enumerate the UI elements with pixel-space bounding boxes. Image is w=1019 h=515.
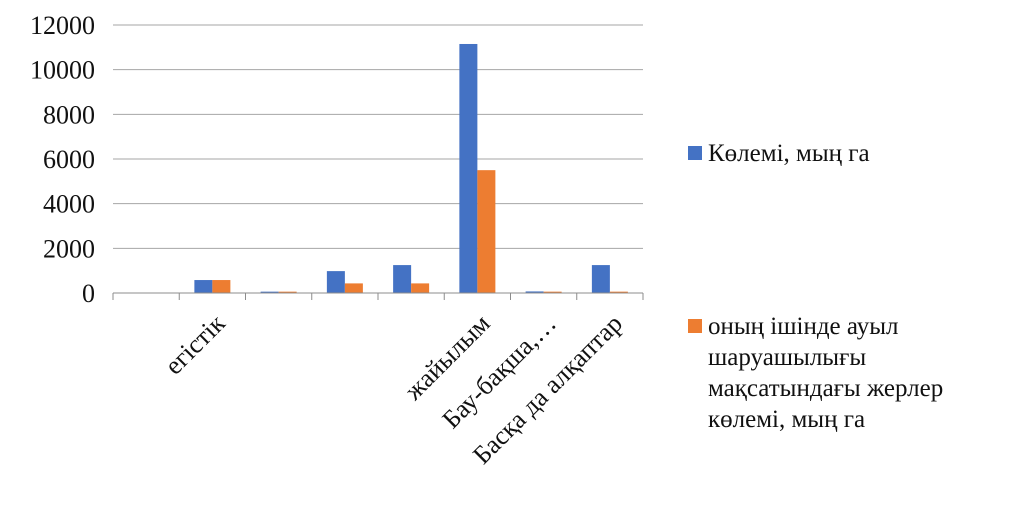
gridlines [113, 24, 643, 249]
legend-item-series-2: оның ішінде ауыл шаруашылығы мақсатындағ… [688, 311, 1018, 435]
y-axis-tick-labels: 0 2000 4000 6000 8000 10000 12000 [30, 11, 95, 308]
bar-series-1 [393, 265, 412, 293]
y-tick-label: 8000 [43, 100, 95, 129]
bar-series-1 [326, 271, 345, 293]
x-axis-ticks [112, 293, 644, 300]
bar-series-1 [194, 280, 213, 293]
bar-series-2 [344, 283, 363, 293]
legend-item-series-1: Көлемі, мың га [688, 138, 1018, 169]
y-tick-label: 6000 [43, 145, 95, 174]
y-tick-label: 4000 [43, 190, 95, 219]
y-tick-label: 10000 [30, 56, 95, 85]
bar-series-1 [591, 265, 610, 293]
bar-series-2 [411, 283, 430, 293]
bar-series-2 [278, 291, 297, 293]
legend-label-series-2-line-1: оның ішінде ауыл [708, 313, 899, 340]
y-tick-label: 2000 [43, 234, 95, 263]
legend-label-series-2-line-4: көлемі, мың га [708, 406, 866, 433]
legend-swatch-series-1 [688, 146, 702, 160]
legend-label-series-2-line-2: шаруашылығы [708, 344, 867, 371]
bars [194, 43, 628, 293]
bar-series-2 [609, 291, 628, 293]
x-tick-label: егістік [159, 308, 231, 380]
bar-series-2 [543, 291, 562, 293]
bar-series-1 [260, 291, 279, 293]
legend-label-series-2-line-3: мақсатындағы жерлер [708, 375, 944, 402]
y-tick-label: 0 [82, 279, 95, 308]
bar-series-2 [477, 170, 496, 293]
bar-series-2 [212, 280, 231, 293]
bar-series-1 [459, 43, 478, 293]
legend-swatch-series-2 [688, 319, 702, 333]
bar-series-1 [525, 291, 544, 293]
legend-label-series-1: Көлемі, мың га [708, 140, 870, 167]
y-tick-label: 12000 [30, 11, 95, 40]
